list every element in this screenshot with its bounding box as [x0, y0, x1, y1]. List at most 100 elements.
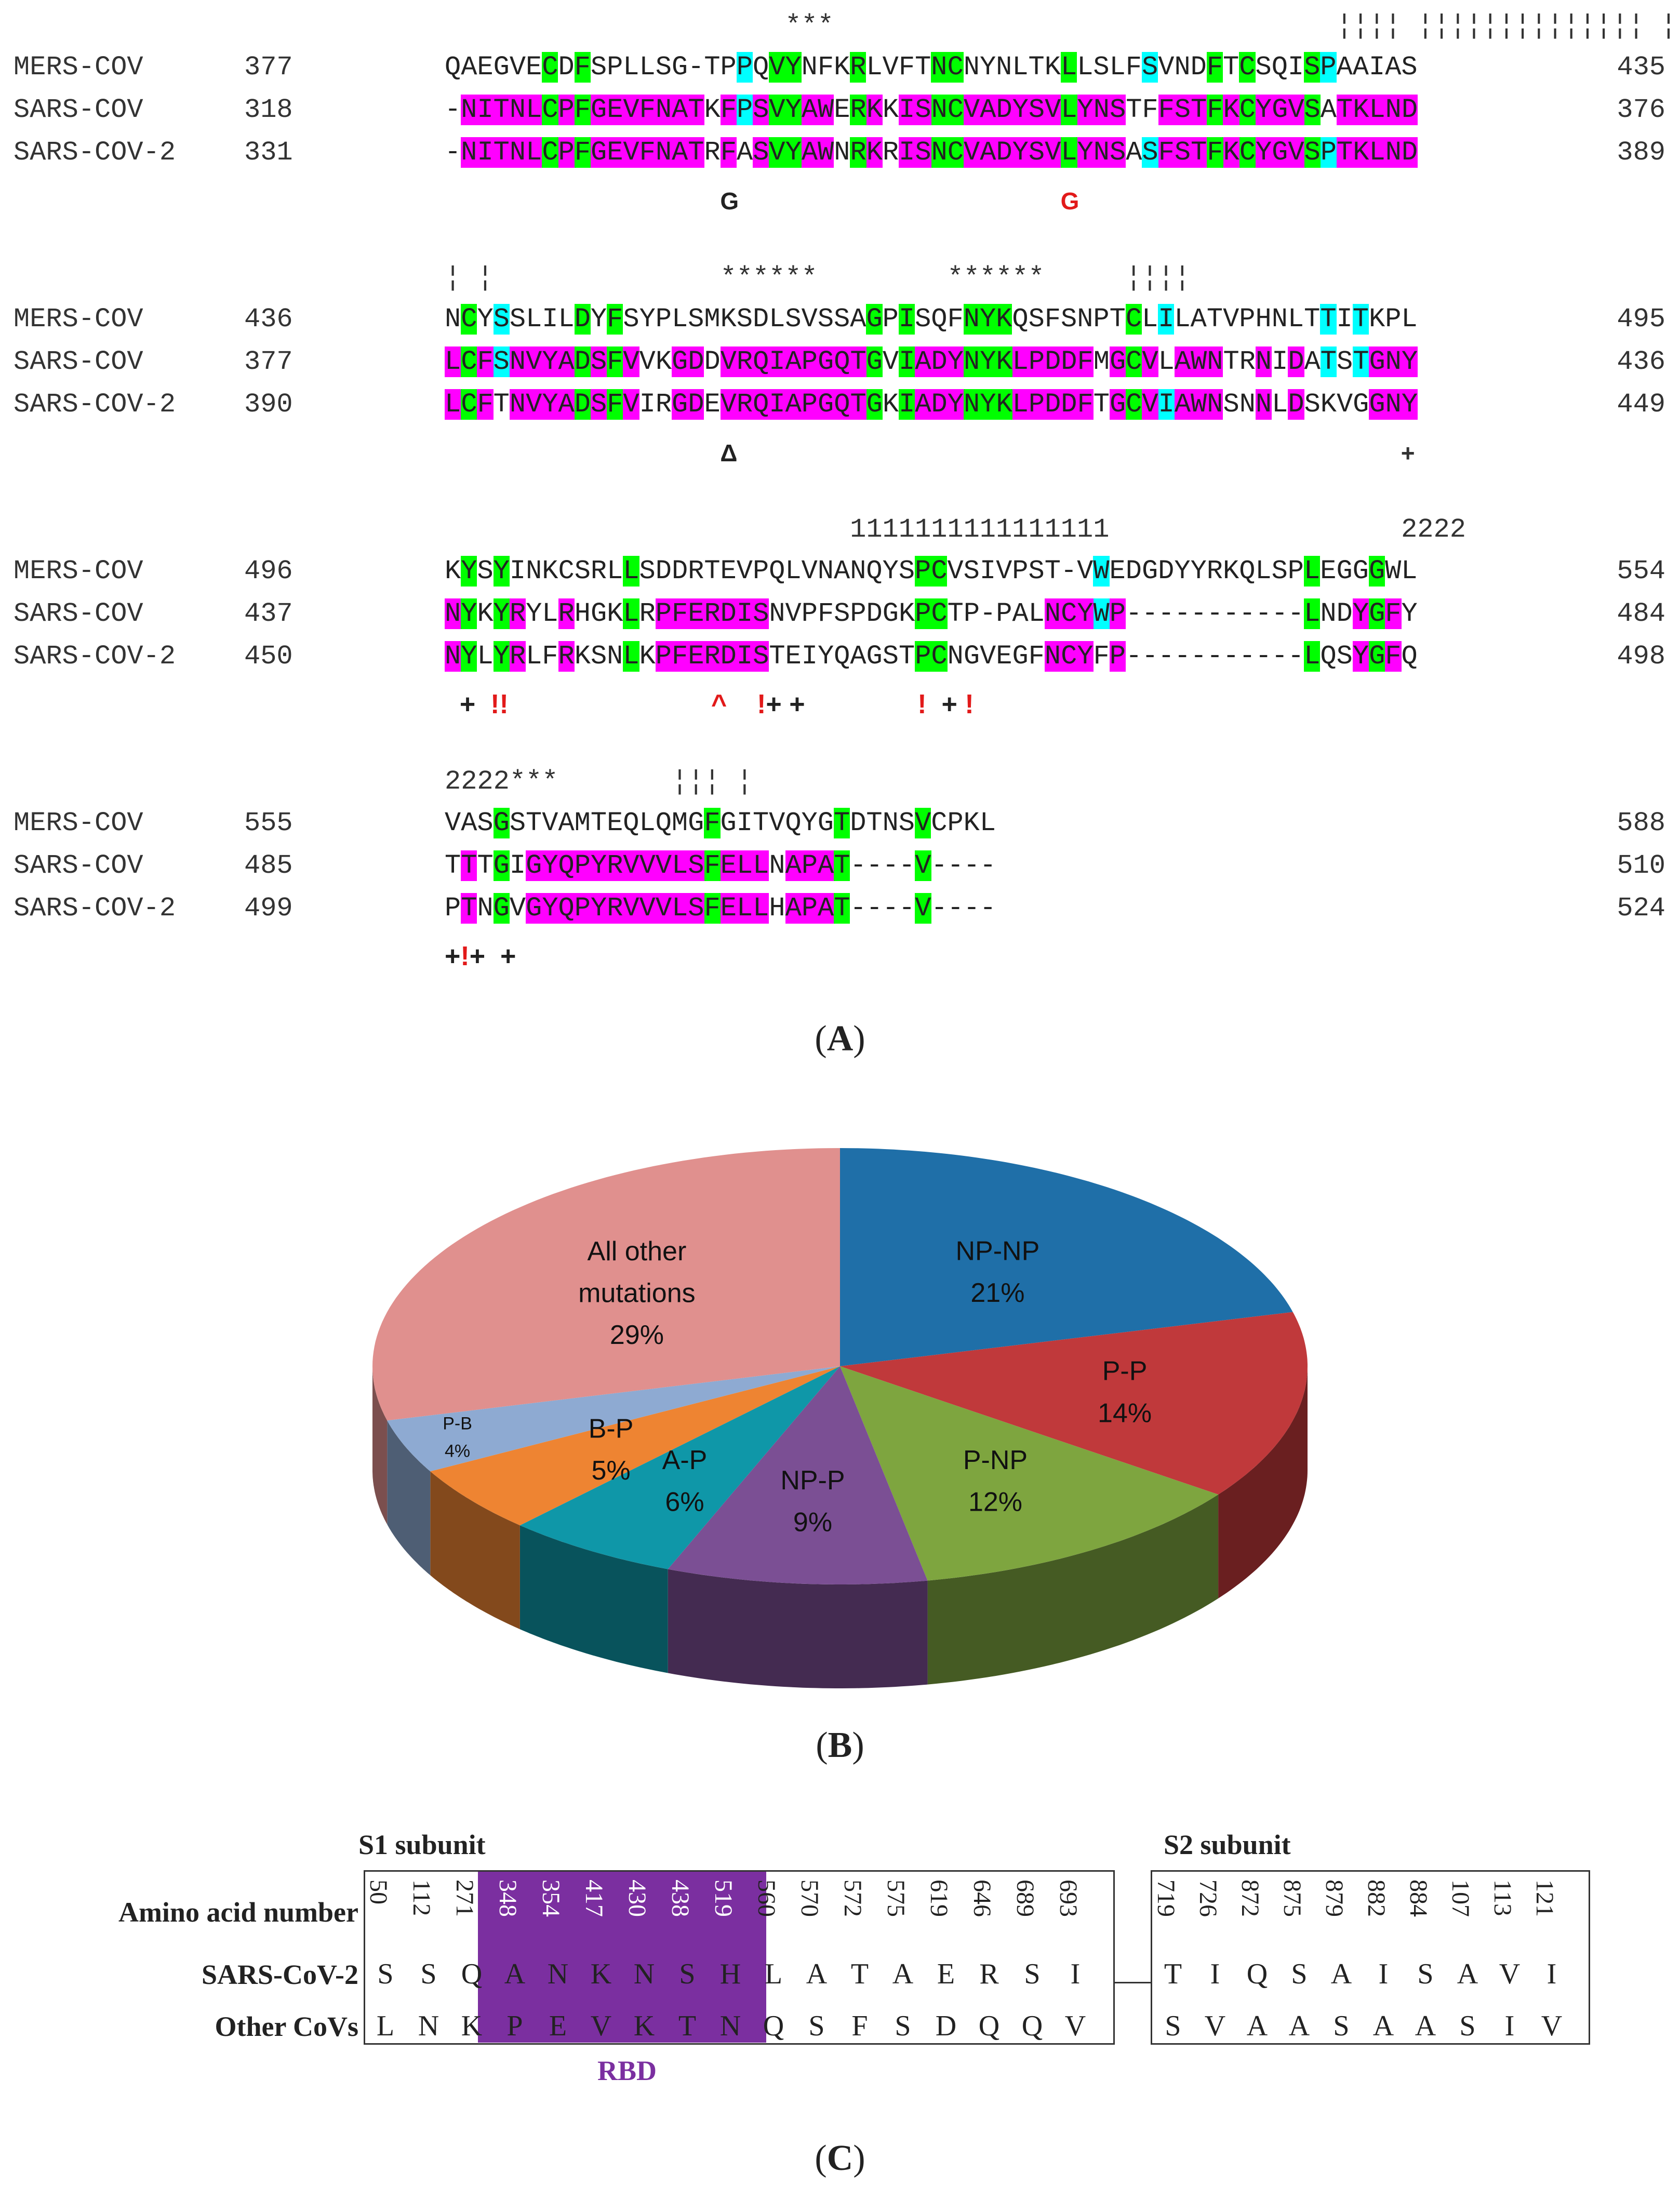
panel-a-alignment: *** ¦¦¦¦ ¦¦¦¦¦¦¦¦¦¦¦¦¦¦ ¦ MERS-COV 377 QAEG… — [0, 0, 1680, 1081]
amino-acid-number: 271 — [451, 1880, 478, 1917]
other-covs-residue: A — [1372, 2010, 1394, 2042]
caption-b-open: ( — [816, 1725, 828, 1765]
alignment-row: SARS-COV-2 450 NYLYRLFRKSNLKPFERDISTEIYQAG… — [0, 641, 1680, 678]
sars-cov-2-residue: T — [850, 1958, 869, 1990]
sequence-start: 499 — [244, 893, 293, 924]
sequence-start: 437 — [244, 598, 293, 629]
amino-acid-number: 112 — [408, 1880, 435, 1916]
sequence-start: 450 — [244, 641, 293, 672]
sars-cov-2-residue: E — [937, 1958, 955, 1990]
amino-acid-number: 107 — [1447, 1880, 1474, 1917]
alignment-annotation: *** ¦¦¦¦ ¦¦¦¦¦¦¦¦¦¦¦¦¦¦ ¦ — [445, 10, 1677, 41]
alignment-marks: + !! ^ !+ + ! + ! — [445, 689, 974, 719]
amino-acid-number: 50 — [365, 1880, 392, 1904]
caption-c-close: ) — [853, 2138, 865, 2178]
alignment-mark-right: + — [1401, 439, 1415, 467]
row-label-other-covs: Other CoVs — [215, 2011, 359, 2042]
pie-category-label: mutations — [578, 1278, 695, 1309]
alignment-row: SARS-COV 437 NYKYRYLRHGKLRPFERDISNVPFSPDGK… — [0, 598, 1680, 636]
caption-b-close: ) — [852, 1725, 864, 1765]
alignment-row: MERS-COV 496 KYSYINKCSRLLSDDRTEVPQLVNANQYS… — [0, 556, 1680, 593]
pie-percent-label: 29% — [610, 1320, 664, 1350]
amino-acid-number: 438 — [666, 1880, 694, 1917]
caption-b-letter: B — [828, 1725, 852, 1765]
sequence-name: SARS-COV-2 — [14, 641, 176, 672]
pie-chart-svg: NP-NP 21% P-P 14% P-NP 12% NP-P 9% A-P 6% B-P 5% P-B… — [372, 1148, 1308, 1688]
alignment-mark-right: G — [1060, 188, 1079, 215]
pie-percent-label: 21% — [970, 1278, 1024, 1308]
pie-percent-label: 5% — [592, 1456, 631, 1486]
amino-acid-number: 354 — [537, 1880, 565, 1917]
other-covs-residue: Q — [1021, 2010, 1043, 2042]
sars-cov-2-residue: S — [420, 1958, 437, 1990]
alignment-mark-left: Δ — [720, 439, 738, 467]
s2-subunit-title: S2 subunit — [1164, 1829, 1291, 1860]
pie-category-label: P-P — [1102, 1356, 1148, 1387]
pie-category-label: P-NP — [963, 1445, 1028, 1475]
row-label-amino-acid: Amino acid number — [118, 1897, 358, 1928]
alignment-row: SARS-COV 485 TTTGIGYQPYRVVVLSFELLNAPAT----… — [0, 850, 1680, 888]
sequence-name: SARS-COV — [14, 346, 143, 377]
other-covs-residue: S — [1333, 2010, 1350, 2042]
pie-category-label: All other — [588, 1236, 687, 1267]
other-covs-residue: L — [376, 2010, 395, 2042]
amino-acid-number: 872 — [1236, 1880, 1264, 1917]
caption-a-open: ( — [815, 1019, 827, 1059]
s1-table-box — [364, 1870, 1115, 2045]
amino-acid-number: 113 — [1489, 1880, 1516, 1916]
sequence-start: 377 — [244, 346, 293, 377]
other-covs-residue: V — [1204, 2010, 1226, 2042]
panel-b-caption: (B) — [0, 1725, 1680, 1766]
alignment-row: MERS-COV 555 VASGSTVAMTEQLQMGFGITVQYGTDTNS… — [0, 808, 1680, 845]
sars-cov-2-residue: I — [1378, 1958, 1389, 1990]
pie-percent-label: 12% — [968, 1487, 1022, 1517]
sequence-name: SARS-COV-2 — [14, 137, 176, 168]
alignment-row: SARS-COV-2 390 LCFTNVYADSFVIRGDEVRQIAPGQTG… — [0, 389, 1680, 427]
pie-side-p-b — [387, 1420, 431, 1576]
sars-cov-2-residue: H — [719, 1958, 741, 1990]
amino-acid-number: 719 — [1152, 1880, 1180, 1917]
other-covs-residue: I — [1504, 2010, 1515, 2042]
alignment-marks: +!+ + — [445, 941, 516, 971]
pie-slice-p-b — [387, 1366, 840, 1472]
sequence-text: LCFSNVYADSFVVKGDDVRQIAPGQTGVIADYNYKLPDDF… — [445, 346, 1418, 377]
alignment-row: SARS-COV 318 -NITNLCPFGEVFNATKFPSVYAWERKKI… — [0, 95, 1680, 132]
sequence-name: SARS-COV-2 — [14, 893, 176, 924]
sequence-end: 498 — [1617, 641, 1665, 672]
amino-acid-number: 884 — [1405, 1880, 1432, 1917]
sequence-start: 436 — [244, 304, 293, 335]
caption-c-letter: C — [826, 2138, 854, 2178]
sequence-text: NCYSSLILDYFSYPLSMKSDLSVSSAGPISQFNYKQSFSN… — [445, 304, 1418, 335]
s1-subunit-title: S1 subunit — [358, 1829, 486, 1860]
sequence-name: SARS-COV — [14, 850, 143, 881]
sequence-end: 484 — [1617, 598, 1665, 629]
sars-cov-2-residue: A — [504, 1958, 526, 1990]
sars-cov-2-residue: N — [633, 1958, 655, 1990]
pie-category-label: P-B — [443, 1414, 472, 1434]
amino-acid-number: 726 — [1194, 1880, 1222, 1917]
other-covs-residue: D — [935, 2010, 957, 2042]
panel-c-caption: (C) — [0, 2138, 1680, 2179]
amino-acid-number: 519 — [710, 1880, 737, 1917]
sequence-end: 510 — [1617, 850, 1665, 881]
sequence-end: 376 — [1617, 95, 1665, 125]
caption-a-letter: A — [826, 1019, 854, 1059]
sars-cov-2-residue: N — [547, 1958, 569, 1990]
caption-a-close: ) — [853, 1019, 865, 1059]
other-covs-residue: V — [1541, 2010, 1563, 2042]
alignment-row: MERS-COV 436 NCYSSLILDYFSYPLSMKSDLSVSSAGPI… — [0, 304, 1680, 341]
pie-percent-label: 9% — [793, 1508, 832, 1538]
other-covs-residue: N — [719, 2010, 741, 2042]
amino-acid-number: 646 — [968, 1880, 996, 1917]
sars-cov-2-residue: A — [1457, 1958, 1478, 1990]
other-covs-residue: K — [633, 2010, 655, 2042]
amino-acid-number: 121 — [1531, 1880, 1558, 1917]
pie-percent-label: 6% — [665, 1487, 704, 1517]
alignment-annotation: 1111111111111111 2222 — [445, 514, 1466, 545]
sequence-text: LCFTNVYADSFVIRGDEVRQIAPGQTGKIADYNYKLPDDF… — [445, 389, 1418, 420]
sequence-text: -NITNLCPFGEVFNATKFPSVYAWERKKISNCVADYSVLY… — [445, 95, 1418, 125]
pie-category-label: NP-P — [780, 1465, 845, 1496]
s2-table-box — [1151, 1870, 1590, 2045]
other-covs-residue: V — [1064, 2010, 1086, 2042]
alignment-row: SARS-COV 377 LCFSNVYADSFVVKGDDVRQIAPGQTGVI… — [0, 346, 1680, 384]
